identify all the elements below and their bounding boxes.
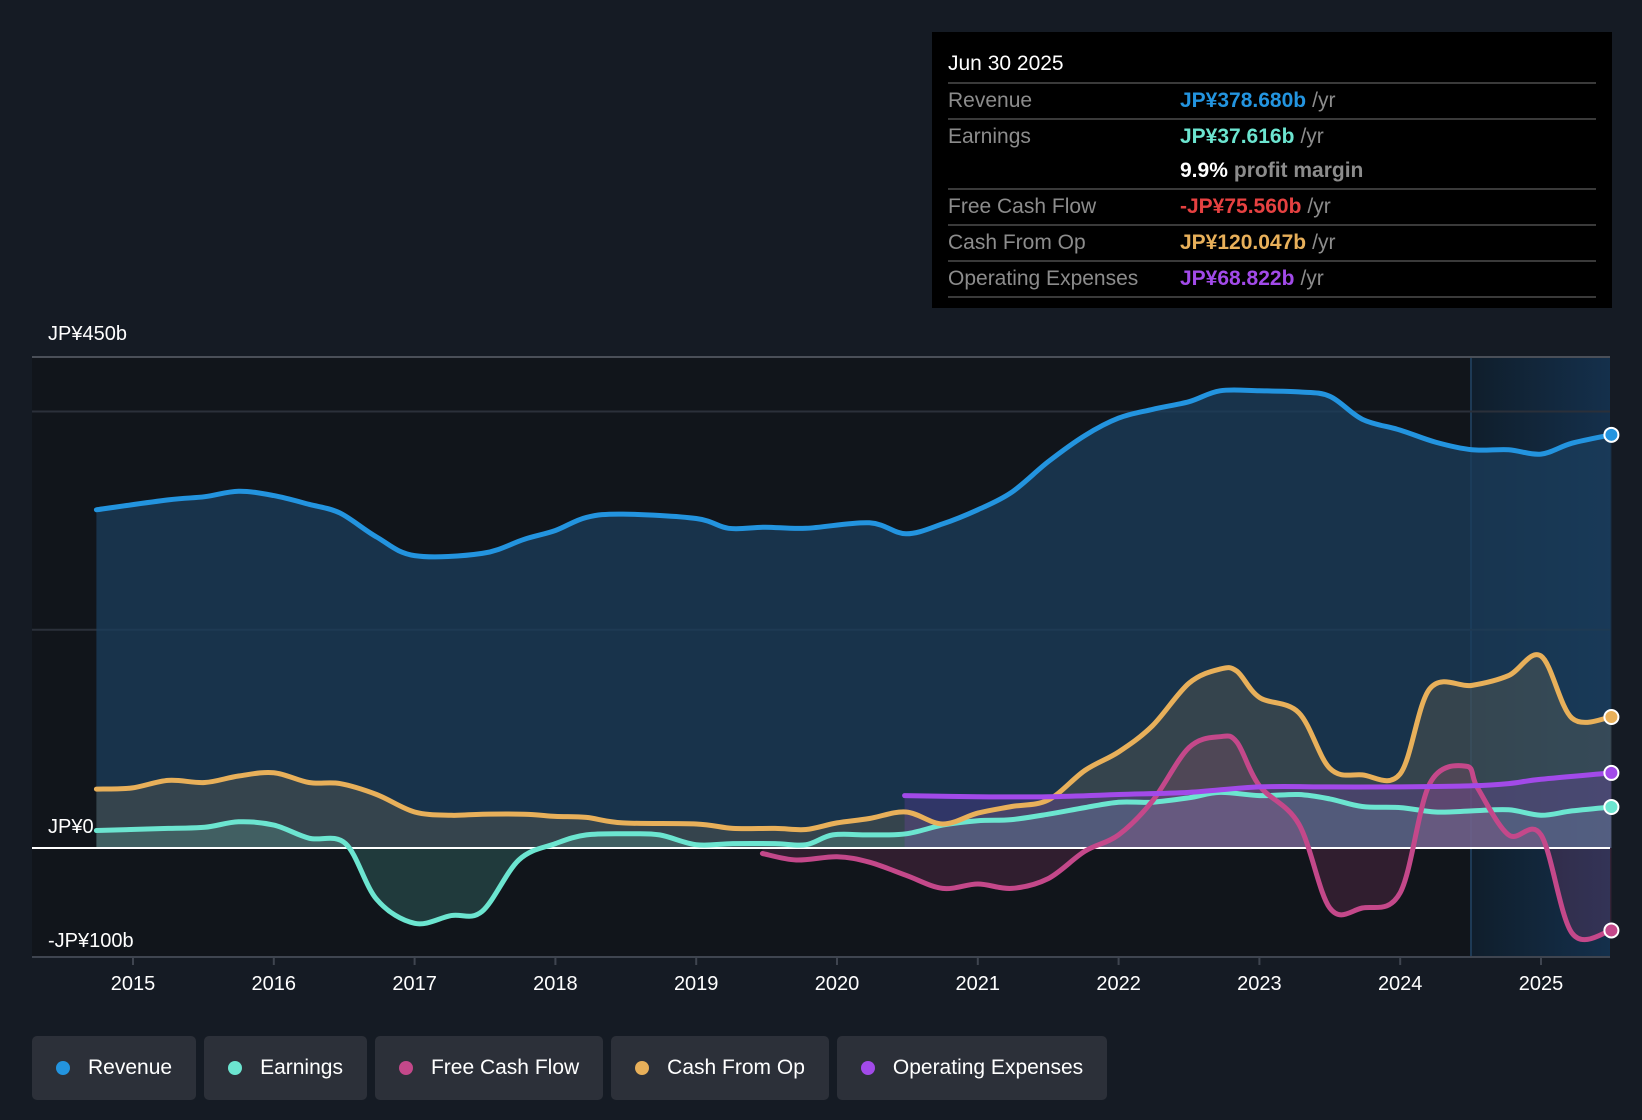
tooltip-unit: /yr xyxy=(1312,89,1336,112)
endpoint-free-cash-flow xyxy=(1603,922,1620,939)
legend-item-operating-expenses[interactable]: Operating Expenses xyxy=(836,1036,1108,1100)
x-tick-label: 2020 xyxy=(815,973,860,995)
tooltip-unit: /yr xyxy=(1307,195,1331,218)
line-revenue[interactable] xyxy=(93,387,1614,560)
tooltip-date: Jun 30 2025 xyxy=(948,46,1596,84)
area-earnings xyxy=(96,792,1612,924)
legend-label: Free Cash Flow xyxy=(430,1056,580,1079)
tooltip-label: Cash From Op xyxy=(948,231,1086,254)
tooltip-value: JP¥68.822b xyxy=(1180,267,1295,290)
legend: Revenue Earnings Free Cash Flow Cash Fro… xyxy=(32,1036,1108,1100)
x-tick-label: 2023 xyxy=(1237,973,1282,995)
tooltip-unit: /yr xyxy=(1312,231,1336,254)
x-tick-label: 2022 xyxy=(1096,973,1141,995)
area-cash-from-op xyxy=(96,654,1612,848)
y-axis-label: JP¥0 xyxy=(48,816,94,838)
tooltip-value: JP¥37.616b xyxy=(1180,125,1295,148)
tooltip-row-cash-from-op: Cash From Op JP¥120.047b /yr xyxy=(948,226,1596,262)
tooltip-value: -JP¥75.560b xyxy=(1180,195,1302,218)
area-operating-expenses xyxy=(904,772,1612,848)
y-axis-label: JP¥450b xyxy=(48,323,127,345)
x-tick-label: 2024 xyxy=(1378,973,1423,995)
area-revenue xyxy=(96,389,1612,848)
legend-dot-icon xyxy=(860,1061,875,1075)
x-tick-label: 2025 xyxy=(1519,973,1564,995)
tooltip-label xyxy=(948,154,1180,188)
y-axis-label: -JP¥100b xyxy=(48,930,134,952)
x-tick-label: 2018 xyxy=(533,973,578,995)
endpoint-cash-from-op xyxy=(1603,709,1620,726)
legend-item-free-cash-flow[interactable]: Free Cash Flow xyxy=(374,1036,604,1100)
endpoint-revenue xyxy=(1603,426,1620,443)
x-tick-label: 2015 xyxy=(111,973,156,995)
tooltip-row-earnings: Earnings JP¥37.616b /yr xyxy=(948,120,1596,154)
tooltip-value: JP¥120.047b xyxy=(1180,231,1307,254)
x-tick-label: 2019 xyxy=(674,973,719,995)
legend-dot-icon xyxy=(228,1061,243,1075)
tooltip-panel: Jun 30 2025 Revenue JP¥378.680b /yr Earn… xyxy=(932,32,1612,308)
tooltip-label: Revenue xyxy=(948,89,1033,112)
tooltip-value: 9.9% xyxy=(1180,159,1228,182)
x-tick-label: 2016 xyxy=(252,973,297,995)
legend-dot-icon xyxy=(398,1061,413,1075)
legend-item-cash-from-op[interactable]: Cash From Op xyxy=(611,1036,829,1100)
tooltip-row-free-cash-flow: Free Cash Flow -JP¥75.560b /yr xyxy=(948,190,1596,226)
legend-dot-icon xyxy=(635,1061,650,1075)
legend-label: Cash From Op xyxy=(667,1056,805,1079)
legend-item-revenue[interactable]: Revenue xyxy=(32,1036,197,1100)
line-earnings[interactable] xyxy=(93,789,1614,927)
area-free-cash-flow xyxy=(762,735,1612,940)
legend-label: Operating Expenses xyxy=(892,1056,1084,1079)
endpoint-earnings xyxy=(1603,798,1620,815)
legend-label: Revenue xyxy=(88,1056,173,1079)
x-tick-label: 2021 xyxy=(956,973,1001,995)
x-tick-label: 2017 xyxy=(392,973,437,995)
tooltip-row-profit-margin: 9.9% profit margin xyxy=(948,154,1596,190)
legend-item-earnings[interactable]: Earnings xyxy=(204,1036,367,1100)
tooltip-value: JP¥378.680b xyxy=(1180,89,1307,112)
tooltip-row-revenue: Revenue JP¥378.680b /yr xyxy=(948,84,1596,120)
legend-label: Earnings xyxy=(260,1056,343,1079)
tooltip-label: Operating Expenses xyxy=(948,267,1139,290)
legend-dot-icon xyxy=(56,1061,70,1075)
tooltip-label: Earnings xyxy=(948,125,1031,148)
tooltip-label: Free Cash Flow xyxy=(948,195,1097,218)
line-operating-expenses[interactable] xyxy=(902,770,1614,800)
tooltip-unit: /yr xyxy=(1300,267,1324,290)
line-cash-from-op[interactable] xyxy=(93,652,1614,833)
tooltip-unit: /yr xyxy=(1300,125,1324,148)
endpoint-operating-expenses xyxy=(1603,764,1620,781)
tooltip-row-operating-expenses: Operating Expenses JP¥68.822b /yr xyxy=(948,262,1596,298)
tooltip-unit: profit margin xyxy=(1233,159,1364,182)
